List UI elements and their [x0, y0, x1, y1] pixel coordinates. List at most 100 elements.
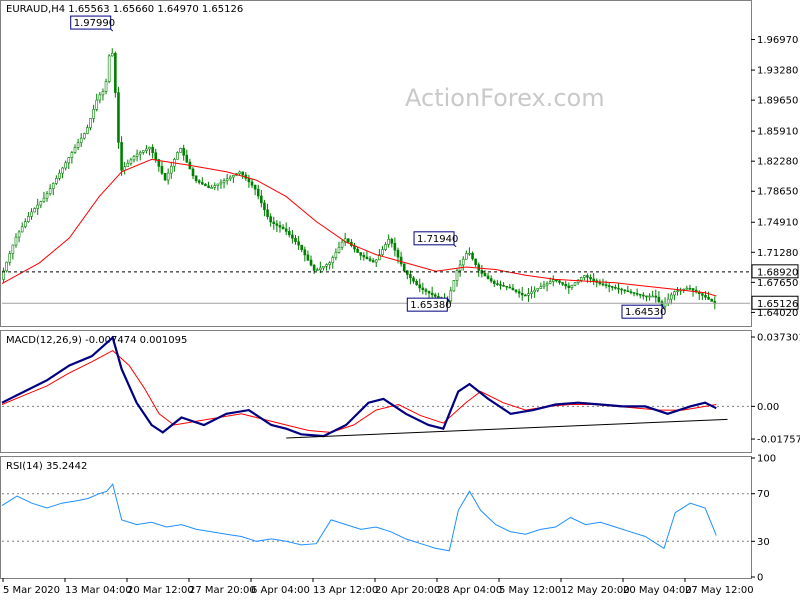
candle: [514, 289, 518, 294]
candle: [340, 239, 344, 251]
candle: [629, 288, 633, 295]
macd-header: MACD(12,26,9) -0.007474 0.001095: [6, 335, 187, 346]
x-tick-label: 27 May 12:00: [685, 585, 754, 596]
x-tick-label: 20 Apr 20:00: [375, 585, 440, 596]
last-price-label: 1.65126: [757, 299, 798, 310]
candle: [337, 241, 341, 254]
candle: [381, 246, 384, 257]
macd-tick-label: 0.00: [757, 402, 779, 413]
x-tick-label: 28 Apr 04:00: [437, 585, 502, 596]
candle: [359, 252, 363, 261]
price-annotation-label: 1.64530: [625, 307, 666, 318]
candle: [8, 250, 12, 266]
candle: [160, 160, 164, 176]
candle: [393, 237, 397, 257]
candle: [387, 234, 390, 248]
candle: [402, 263, 406, 273]
candle: [542, 280, 546, 290]
price-tick-label: 1.89650: [757, 96, 798, 107]
candle: [551, 275, 555, 287]
candle: [626, 285, 630, 293]
candle: [73, 144, 77, 155]
macd-line: [1, 335, 717, 438]
rsi-tick-label: 70: [757, 489, 770, 500]
candle: [185, 149, 189, 164]
candle: [67, 157, 71, 169]
candle: [260, 190, 263, 208]
candle: [520, 286, 524, 301]
resistance-label: 1.68920: [757, 267, 798, 278]
candle: [346, 238, 350, 244]
candle: [98, 91, 102, 104]
x-tick-label: 27 Mar 20:00: [189, 585, 256, 596]
candle: [536, 288, 540, 293]
candle: [648, 293, 651, 301]
rsi-header: RSI(14) 35.2442: [6, 461, 87, 472]
candle: [2, 267, 5, 284]
candle: [309, 255, 313, 267]
candle: [253, 184, 257, 196]
candle: [138, 150, 142, 161]
candle: [517, 288, 521, 298]
candle: [492, 279, 496, 288]
candle: [135, 149, 139, 162]
candle: [322, 265, 325, 271]
candle: [241, 171, 245, 179]
candle: [508, 284, 512, 289]
candle: [114, 51, 117, 98]
candle: [607, 282, 611, 293]
candle: [194, 175, 198, 184]
candle: [527, 288, 530, 302]
price-tick-label: 1.96970: [757, 35, 798, 46]
candle: [142, 150, 145, 155]
candle: [499, 280, 502, 290]
candle: [303, 246, 307, 262]
x-tick-label: 12 May 20:00: [561, 585, 630, 596]
candle: [39, 200, 43, 208]
candle: [51, 182, 55, 196]
candle: [17, 230, 21, 243]
x-tick-label: 20 Mar 12:00: [127, 585, 194, 596]
candle: [238, 170, 241, 176]
candle: [632, 292, 636, 297]
candle: [362, 252, 366, 261]
candle: [120, 136, 123, 176]
candle: [182, 144, 185, 161]
candle: [306, 250, 310, 262]
price-panel-frame: [0, 0, 752, 327]
candle: [291, 229, 294, 244]
candle: [176, 151, 179, 160]
candle: [216, 183, 220, 191]
candle: [64, 160, 67, 171]
macd-plot: [1, 335, 750, 439]
candle: [567, 282, 571, 294]
candle: [614, 284, 617, 290]
candle: [645, 295, 648, 302]
price-tick-label: 1.85910: [757, 127, 798, 138]
candle: [474, 258, 477, 267]
candle: [399, 251, 403, 267]
candle: [688, 284, 692, 291]
candle: [325, 263, 328, 271]
candle: [415, 279, 418, 286]
rsi-tick-label: 0: [757, 573, 763, 584]
candle: [598, 279, 602, 286]
candle: [107, 54, 111, 84]
candle: [430, 286, 434, 299]
candle: [511, 284, 515, 291]
candle: [483, 269, 487, 277]
candle: [126, 159, 130, 168]
resistance-label-box: [751, 264, 799, 279]
candle: [356, 246, 359, 253]
candle: [676, 287, 679, 296]
x-tick-label: 13 Apr 12:00: [313, 585, 378, 596]
candle: [132, 154, 136, 163]
candle: [701, 292, 704, 301]
price-annotation-box: [413, 231, 455, 246]
candle: [294, 234, 297, 245]
candle: [204, 183, 207, 187]
candle: [228, 175, 232, 182]
candle: [642, 292, 645, 300]
candle: [502, 282, 505, 287]
last-price-box: [751, 295, 799, 310]
